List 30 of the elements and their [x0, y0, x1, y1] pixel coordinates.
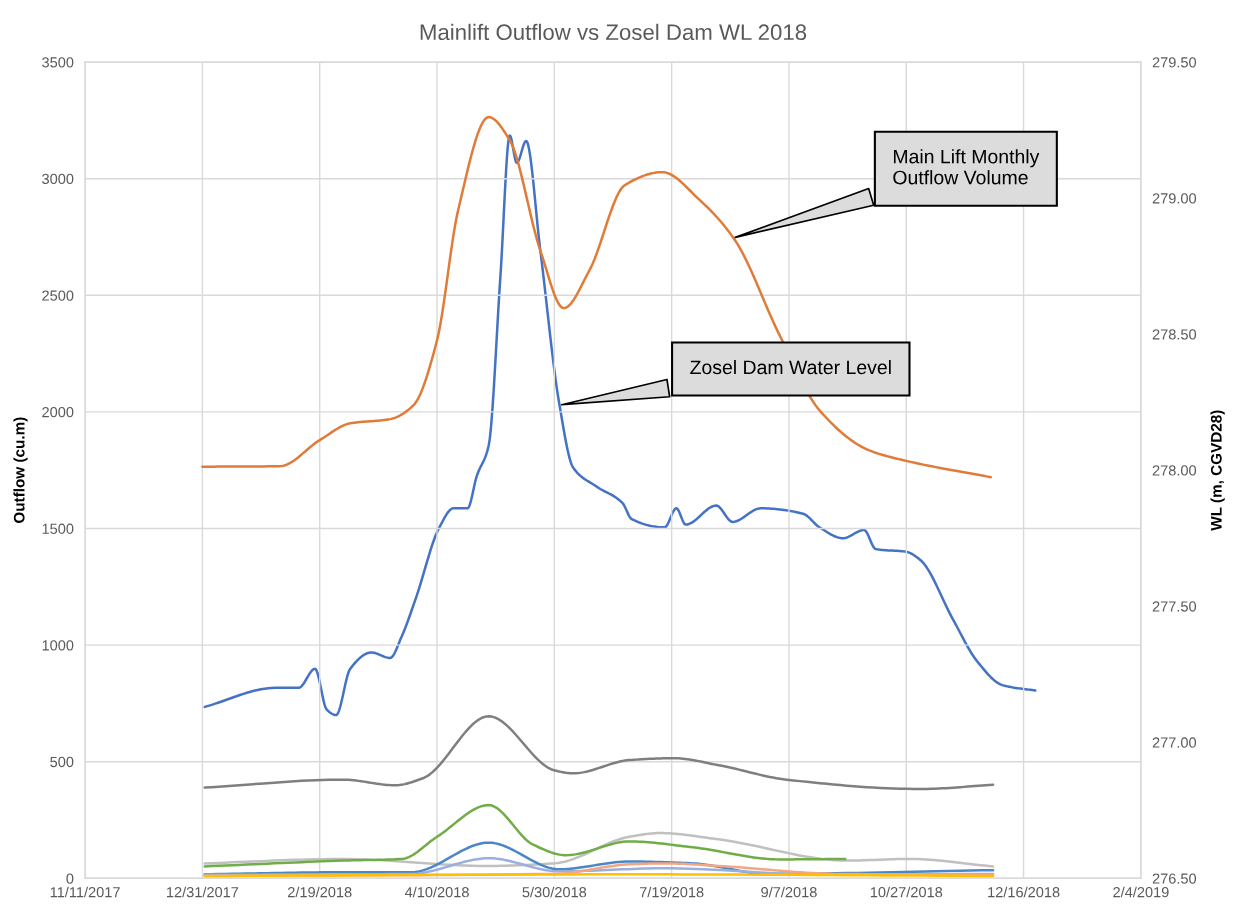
y-tick-label: 3500: [42, 57, 74, 68]
y2-tick-label: 277.00: [1152, 737, 1197, 748]
y2-tick-label: 278.00: [1152, 465, 1197, 476]
x-tick-label: 10/27/2018: [870, 886, 943, 898]
x-tick-label: 12/31/2017: [167, 886, 239, 898]
y-axis-title: Outflow (cu.m): [13, 417, 28, 524]
x-tick-label: 7/19/2018: [639, 886, 704, 898]
y-tick-label: 1000: [42, 640, 74, 651]
x-tick-label: 5/30/2018: [522, 886, 587, 898]
y2-tick-label: 276.50: [1152, 873, 1197, 884]
y2-axis-title: WL (m, CGVD28): [1210, 410, 1225, 531]
chart-title: Mainlift Outflow vs Zosel Dam WL 2018: [420, 23, 807, 41]
y-tick-label: 2000: [42, 406, 74, 418]
y2-tick-label: 277.50: [1152, 601, 1197, 612]
y-tick-label: 1500: [42, 523, 74, 534]
x-tick-label: 4/10/2018: [404, 886, 469, 898]
y-tick-label: 500: [50, 756, 74, 768]
x-tick-label: 12/16/2018: [988, 886, 1060, 898]
y-tick-label: 0: [66, 873, 74, 884]
y2-tick-label: 279.50: [1152, 57, 1197, 68]
annotation: Main Lift Monthly Outflow Volume: [893, 149, 1040, 185]
y2-tick-label: 279.00: [1152, 193, 1197, 204]
y-tick-label: 3000: [42, 173, 74, 185]
annotation: Zosel Dam Water Level: [690, 359, 891, 375]
x-tick-label: 2/4/2019: [1113, 886, 1169, 898]
x-tick-label: 11/11/2017: [50, 886, 120, 898]
x-tick-label: 9/7/2018: [761, 886, 817, 898]
y-tick-label: 2500: [42, 290, 74, 301]
y2-tick-label: 278.50: [1152, 329, 1197, 340]
x-tick-label: 2/19/2018: [288, 886, 352, 898]
